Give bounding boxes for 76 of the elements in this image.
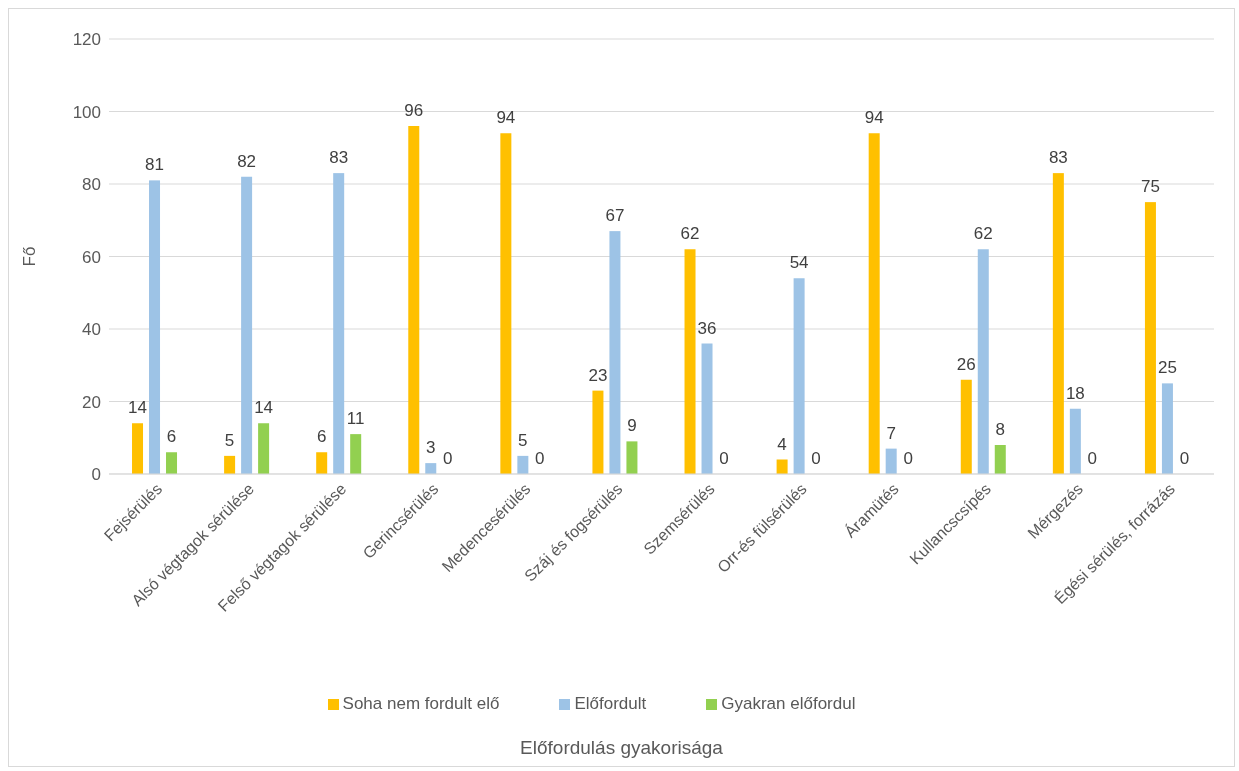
legend-label: Előfordult bbox=[574, 694, 647, 713]
y-tick-label: 60 bbox=[82, 247, 101, 267]
text: Előfordulás gyakorisága bbox=[519, 737, 724, 759]
bar bbox=[1144, 202, 1156, 474]
data-label: 0 bbox=[1179, 449, 1190, 468]
y-tick-label: 20 bbox=[82, 392, 101, 412]
bar bbox=[408, 126, 420, 474]
data-label: 83 bbox=[329, 148, 349, 168]
data-label: 18 bbox=[1065, 383, 1085, 403]
data-label: 62 bbox=[680, 224, 700, 244]
bar bbox=[1069, 408, 1081, 474]
data-label: 83 bbox=[1048, 148, 1068, 168]
data-label: 9 bbox=[627, 416, 637, 436]
bar bbox=[500, 133, 512, 474]
y-axis-title: Fő bbox=[20, 246, 40, 267]
data-label: 4 bbox=[777, 434, 787, 454]
bar bbox=[425, 463, 437, 474]
data-label: 67 bbox=[605, 206, 625, 226]
bar bbox=[793, 278, 805, 474]
data-label: 8 bbox=[995, 420, 1006, 439]
bar bbox=[224, 455, 236, 474]
data-label: 94 bbox=[864, 108, 884, 128]
y-tick-label: 80 bbox=[82, 175, 101, 195]
bar bbox=[592, 390, 604, 474]
bar bbox=[132, 423, 144, 474]
data-label: 82 bbox=[237, 151, 257, 171]
data-label: 5 bbox=[224, 430, 235, 450]
data-label: 0 bbox=[811, 449, 821, 468]
data-label: 14 bbox=[254, 398, 274, 418]
data-label: 0 bbox=[443, 449, 453, 468]
data-label: 11 bbox=[346, 409, 365, 429]
data-label: 23 bbox=[588, 365, 608, 385]
data-label: 7 bbox=[886, 423, 896, 443]
data-label: 94 bbox=[496, 108, 516, 128]
data-label: 96 bbox=[404, 101, 424, 120]
data-label: 14 bbox=[128, 398, 147, 418]
legend-label: Soha nem fordult elő bbox=[342, 694, 500, 713]
data-label: 26 bbox=[956, 354, 976, 374]
bar bbox=[684, 249, 696, 474]
bar bbox=[350, 434, 362, 474]
y-tick-label: 100 bbox=[72, 102, 101, 122]
bar bbox=[609, 231, 621, 474]
y-tick-label: 120 bbox=[72, 30, 101, 50]
bar bbox=[701, 343, 713, 474]
bar bbox=[149, 180, 161, 474]
bar bbox=[994, 445, 1006, 474]
data-label: 0 bbox=[1087, 449, 1098, 468]
data-label: 0 bbox=[903, 449, 913, 468]
y-tick-label: 0 bbox=[91, 465, 101, 485]
bar bbox=[258, 423, 270, 474]
data-label: 54 bbox=[789, 253, 809, 273]
y-tick-label: 40 bbox=[82, 320, 101, 340]
bar bbox=[316, 452, 328, 474]
data-label: 75 bbox=[1140, 177, 1160, 197]
bar bbox=[977, 249, 989, 474]
bar bbox=[960, 379, 972, 474]
bar bbox=[241, 176, 253, 474]
data-label: 25 bbox=[1157, 358, 1177, 378]
bar bbox=[166, 452, 178, 474]
data-label: 81 bbox=[145, 155, 164, 175]
bar bbox=[517, 455, 529, 474]
bar bbox=[868, 133, 880, 474]
bar bbox=[1052, 173, 1064, 474]
bar bbox=[1161, 383, 1173, 474]
bar bbox=[885, 448, 897, 474]
bar bbox=[333, 173, 345, 474]
bar bbox=[626, 441, 638, 474]
data-label: 3 bbox=[426, 438, 436, 458]
data-label: 6 bbox=[316, 427, 327, 447]
data-label: 5 bbox=[518, 430, 528, 450]
data-label: 36 bbox=[697, 318, 717, 338]
data-label: 0 bbox=[535, 449, 545, 468]
data-label: 62 bbox=[973, 224, 993, 244]
legend-label: Gyakran előfordul bbox=[721, 694, 856, 713]
data-label: 0 bbox=[719, 449, 729, 468]
data-label: 6 bbox=[166, 427, 177, 447]
